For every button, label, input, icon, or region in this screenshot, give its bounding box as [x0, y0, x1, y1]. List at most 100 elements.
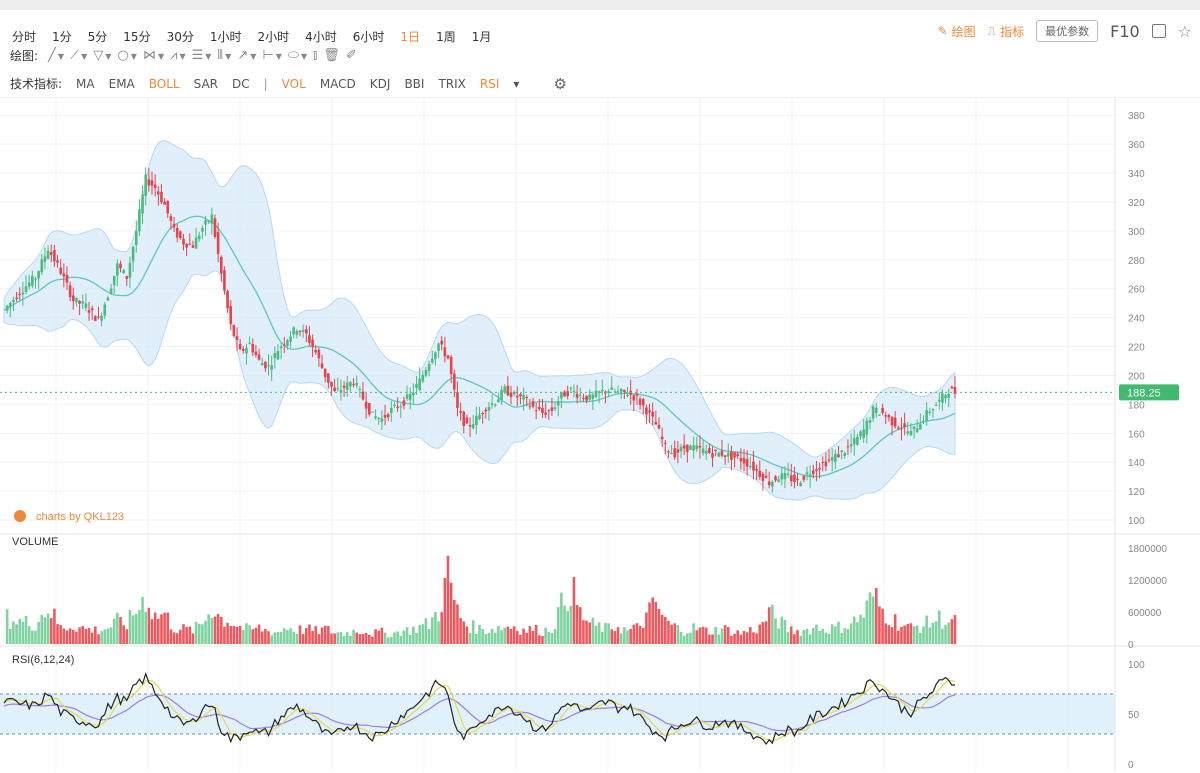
candle-body: [572, 390, 576, 392]
volume-bar: [752, 632, 755, 644]
volume-bar: [182, 624, 185, 644]
candle-body: [865, 420, 869, 435]
line-tool-icon[interactable]: ╱ ▼: [48, 47, 65, 63]
candle-body: [500, 389, 503, 400]
indicator-toggle[interactable]: ⎍ 指标: [988, 23, 1024, 40]
indicator-kdj[interactable]: KDJ: [369, 76, 391, 91]
volume-bar: [915, 625, 919, 644]
volume-bar: [27, 626, 31, 644]
indicator-ma[interactable]: MA: [76, 76, 95, 91]
candle-body: [714, 449, 717, 451]
chart-svg[interactable]: 380 360 340 320 300 280 260 240 220 200 180 160 140 1…: [0, 98, 1200, 771]
timeframe-tab[interactable]: 1周: [436, 30, 456, 44]
circle-tool-icon[interactable]: ○ ▼: [117, 47, 137, 63]
candle-body: [802, 476, 806, 480]
draw-toggle[interactable]: ✎ 绘图: [938, 23, 976, 40]
volume-bar: [339, 632, 343, 644]
timeframe-tab[interactable]: 2小时: [257, 30, 290, 44]
timeframe-tab[interactable]: 1日: [400, 30, 421, 44]
channel-tool-icon[interactable]: ▽ ▼: [93, 47, 112, 63]
candle-body: [125, 276, 129, 279]
volume-bar: [887, 625, 891, 644]
ray-tool-icon[interactable]: ⟋ ▼: [70, 47, 88, 63]
candle-body: [37, 271, 40, 279]
candle-body: [153, 184, 157, 188]
volume-bar: [207, 614, 210, 644]
volume-bar: [859, 614, 862, 644]
timeframe-tab[interactable]: 1分: [52, 30, 72, 44]
candle-body: [119, 263, 122, 269]
volume-bar: [59, 625, 62, 644]
volume-bar: [138, 610, 141, 644]
candle-body: [292, 327, 296, 335]
gear-icon[interactable]: ⚙: [553, 74, 567, 93]
volume-bar: [453, 599, 456, 644]
candle-body: [175, 228, 179, 238]
star-icon[interactable]: ☆: [1177, 21, 1192, 41]
measure-tool-icon[interactable]: ⊢ ▼: [262, 47, 282, 63]
candle-body: [131, 246, 135, 262]
candle-body: [194, 237, 198, 249]
candle-body: [301, 329, 305, 332]
candle-body: [704, 450, 708, 454]
candle-body: [758, 470, 762, 477]
indicator-macd[interactable]: MACD: [319, 76, 356, 91]
candle-body: [588, 394, 592, 400]
more-indicators-chevron-icon[interactable]: ▾: [513, 76, 520, 91]
optimal-params-button[interactable]: 最优参数: [1036, 20, 1099, 42]
volume-bar: [503, 627, 506, 644]
indicator-trix[interactable]: TRIX: [438, 76, 466, 91]
indicator-rsi[interactable]: RSI: [479, 76, 500, 91]
timeframe-tab[interactable]: 6小时: [352, 30, 385, 44]
pattern-tool-icon[interactable]: ⩘ ▼: [170, 47, 186, 63]
timeframe-tab[interactable]: 分时: [12, 30, 37, 44]
f10-button[interactable]: F10: [1110, 21, 1140, 41]
arrow-tool-icon[interactable]: ↗ ▼: [237, 47, 257, 63]
candle-body: [824, 461, 828, 467]
candle-body: [71, 295, 75, 302]
text-tool-icon[interactable]: ☰ ▼: [191, 47, 212, 63]
volume-bar: [830, 624, 834, 644]
fullscreen-icon[interactable]: [1151, 24, 1166, 38]
bars-tool-icon[interactable]: ⫾: [313, 47, 318, 63]
volume-bar: [953, 615, 957, 644]
candle-body: [723, 455, 727, 458]
grid-tool-icon[interactable]: ⦀ ▼: [217, 47, 232, 63]
volume-bar: [808, 634, 812, 644]
volume-bar: [471, 620, 475, 644]
volume-bar: [191, 633, 195, 644]
volume-bar: [34, 630, 37, 644]
fib-tool-icon[interactable]: ⋈ ▼: [142, 47, 165, 63]
candle-body: [607, 391, 610, 394]
label-tool-icon[interactable]: ⬭ ▼: [287, 47, 308, 63]
timeframe-tab[interactable]: 30分: [166, 30, 194, 44]
volume-bar: [856, 622, 859, 644]
volume-bar: [881, 608, 884, 644]
draw-toggle-label: 绘图: [951, 24, 976, 39]
indicator-bbi[interactable]: BBI: [404, 76, 425, 91]
timeframe-tab[interactable]: 5分: [87, 30, 108, 44]
volume-bar: [141, 597, 144, 644]
volume-bar: [783, 619, 787, 644]
volume-bar: [242, 630, 245, 644]
timeframe-tab[interactable]: 15分: [123, 30, 151, 44]
indicator-sar[interactable]: SAR: [193, 76, 218, 91]
timeframe-tab[interactable]: 1月: [471, 30, 492, 44]
volume-bar: [764, 621, 768, 644]
volume-bar: [289, 628, 292, 644]
indicator-ema[interactable]: EMA: [108, 76, 135, 91]
volume-bar: [377, 630, 381, 644]
indicator-dc[interactable]: DC: [232, 76, 250, 91]
timeframe-tab[interactable]: 1小时: [209, 30, 242, 44]
volume-tick-label: 1200000: [1128, 576, 1167, 587]
chart-line-icon: ⎍: [987, 23, 997, 38]
indicator-vol[interactable]: VOL: [281, 76, 306, 91]
volume-bar: [94, 626, 97, 644]
candle-body: [273, 353, 277, 358]
volume-bar: [556, 607, 560, 644]
delete-tool-icon[interactable]: 🗑: [323, 47, 340, 63]
indicator-boll[interactable]: BOLL: [148, 76, 180, 91]
volume-bar: [714, 626, 717, 644]
timeframe-tab[interactable]: 4小时: [305, 30, 337, 44]
brush-tool-icon[interactable]: ✐: [345, 47, 357, 63]
